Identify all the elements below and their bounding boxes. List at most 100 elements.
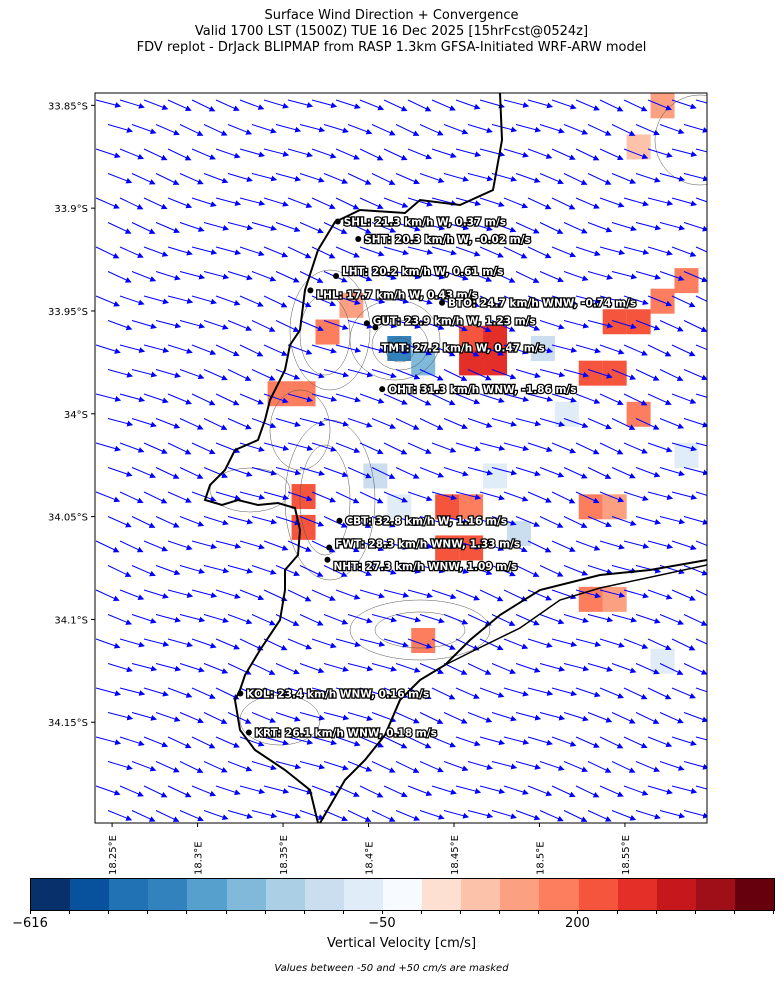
- wind-arrow: [359, 491, 384, 504]
- wind-arrow: [467, 663, 492, 675]
- wind-arrow: [203, 565, 230, 574]
- wind-arrow: [203, 320, 229, 330]
- wind-arrow: [515, 320, 541, 331]
- wind-arrow: [227, 810, 254, 819]
- station-marker[interactable]: KOL: 23.4 km/h WNW, 0.16 m/s: [237, 687, 430, 702]
- wind-arrow: [215, 246, 242, 256]
- wind-arrow: [395, 761, 420, 773]
- wind-arrow: [263, 246, 289, 258]
- wind-arrow: [467, 320, 492, 332]
- wind-arrow: [455, 344, 480, 357]
- wind-arrow: [599, 197, 625, 208]
- wind-arrow: [539, 320, 565, 330]
- wind-arrow: [239, 442, 265, 452]
- station-marker[interactable]: FWT: 28.3 km/h WNW, 1.33 m/s: [326, 537, 521, 552]
- wind-arrow: [95, 393, 122, 402]
- station-marker[interactable]: KRT: 26.1 km/h WNW, 0.18 m/s: [245, 726, 438, 741]
- colorbar-swatch: [539, 879, 579, 910]
- wind-arrow: [143, 638, 170, 647]
- wind-arrow: [347, 810, 372, 822]
- wind-arrow: [335, 197, 360, 210]
- station-marker[interactable]: TMT: 27.2 km/h W, 0.47 m/s: [372, 324, 546, 356]
- velocity-cell: [411, 627, 436, 653]
- wind-arrow: [287, 393, 314, 403]
- wind-arrow: [623, 344, 648, 356]
- wind-arrow: [239, 491, 266, 500]
- wind-arrow: [431, 344, 456, 357]
- wind-arrow: [167, 785, 192, 798]
- wind-arrow: [215, 491, 241, 501]
- wind-arrow: [551, 99, 577, 110]
- wind-arrow: [395, 173, 420, 185]
- wind-arrow: [299, 418, 326, 427]
- wind-arrow: [359, 295, 386, 305]
- wind-arrow: [611, 418, 636, 430]
- wind-arrow: [239, 148, 266, 158]
- wind-arrow: [683, 418, 707, 428]
- station-marker[interactable]: GUT: 23.9 km/h W, 1.23 m/s: [363, 314, 537, 329]
- station-label: OHT: 31.3 km/h WNW, -1.86 m/s: [388, 384, 576, 396]
- station-marker[interactable]: BTO: 24.7 km/h WNW, -0.74 m/s: [439, 296, 637, 311]
- wind-arrow: [95, 589, 120, 602]
- wind-arrow: [335, 540, 360, 553]
- wind-arrow: [515, 369, 541, 379]
- wind-arrow: [515, 173, 541, 183]
- wind-arrow: [503, 344, 529, 355]
- wind-arrow: [635, 369, 660, 381]
- wind-arrow: [95, 344, 121, 354]
- wind-arrow: [708, 370, 732, 378]
- station-marker[interactable]: LHT: 20.2 km/h W, 0.61 m/s: [333, 265, 505, 279]
- colorbar-swatch: [304, 879, 344, 910]
- wind-arrows: [95, 99, 732, 822]
- wind-arrow: [551, 442, 577, 454]
- station-marker[interactable]: NHT: 27.3 km/h WNW, 1.09 m/s: [324, 556, 519, 574]
- wind-arrow: [323, 565, 348, 577]
- wind-arrow: [275, 222, 301, 233]
- wind-arrow: [107, 124, 133, 133]
- wind-arrow: [191, 491, 217, 502]
- wind-arrow: [539, 369, 566, 378]
- wind-arrow: [287, 246, 312, 259]
- wind-arrow: [431, 785, 457, 795]
- wind-arrow: [659, 663, 684, 675]
- wind-arrow: [575, 638, 602, 647]
- wind-arrow: [647, 687, 672, 700]
- wind-arrow: [419, 320, 445, 331]
- wind-arrow: [131, 810, 156, 822]
- wind-arrow: [647, 148, 673, 158]
- wind-arrow: [443, 320, 468, 332]
- wind-arrow: [263, 491, 290, 501]
- wind-arrow: [203, 271, 230, 280]
- station-marker[interactable]: OHT: 31.3 km/h WNW, -1.86 m/s: [379, 383, 578, 397]
- wind-arrow: [443, 712, 468, 724]
- wind-arrow: [371, 320, 398, 329]
- station-marker[interactable]: SHT: 20.3 km/h W, -0.02 m/s: [355, 233, 532, 247]
- wind-arrow: [395, 124, 420, 136]
- wind-arrow: [647, 442, 673, 453]
- wind-arrow: [383, 344, 409, 355]
- station-marker[interactable]: CBT: 32.8 km/h W, 1.16 m/s: [336, 514, 508, 529]
- wind-arrow: [659, 712, 684, 724]
- wind-arrow: [503, 540, 528, 553]
- station-dot: [379, 386, 386, 393]
- wind-arrow: [479, 491, 505, 501]
- station-marker[interactable]: LHL: 17.7 km/h W, 0.43 m/s: [307, 287, 479, 303]
- velocity-cell: [650, 648, 675, 674]
- wind-arrow: [695, 687, 707, 693]
- wind-arrow: [239, 736, 265, 747]
- wind-arrow: [299, 810, 325, 820]
- wind-arrow: [227, 712, 252, 724]
- wind-arrow: [635, 516, 662, 525]
- wind-arrow: [611, 712, 636, 724]
- colorbar-tick: [733, 910, 735, 914]
- wind-arrow: [119, 687, 146, 696]
- wind-arrow: [708, 517, 732, 525]
- wind-arrow: [455, 148, 482, 158]
- velocity-cell: [554, 401, 579, 427]
- title-line-3: FDV replot - DrJack BLIPMAP from RASP 1.…: [136, 40, 647, 55]
- wind-arrow: [491, 810, 517, 820]
- station-marker[interactable]: SHL: 21.3 km/h W, 0.37 m/s: [334, 215, 507, 230]
- wind-arrow: [695, 638, 707, 645]
- wind-arrow: [539, 124, 565, 134]
- wind-arrow: [659, 271, 685, 281]
